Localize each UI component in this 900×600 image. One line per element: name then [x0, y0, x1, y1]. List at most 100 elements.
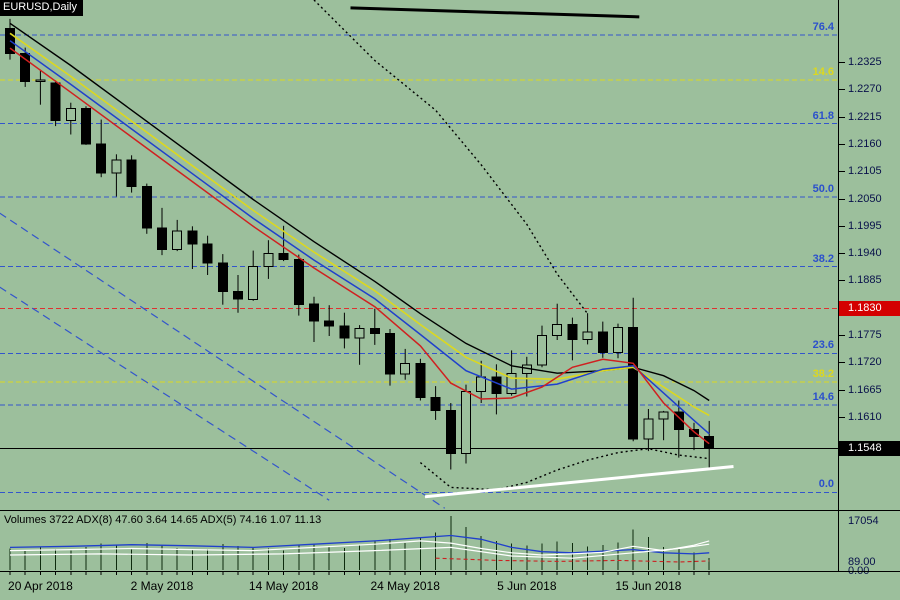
candle-body: [65, 108, 76, 122]
candle-body: [96, 143, 107, 174]
candle-body: [461, 391, 471, 455]
candle-body: [445, 409, 456, 455]
indicator-values-label: Volumes 3722 ADX(8) 47.60 3.64 14.65 ADX…: [4, 514, 322, 526]
candle-body: [50, 82, 61, 122]
indicator-canvas[interactable]: [0, 511, 838, 571]
indicator-scale-label: 17054: [848, 515, 879, 527]
candle-body: [202, 243, 213, 264]
adx8-main-line: [9, 534, 710, 555]
candle-body: [293, 259, 304, 305]
symbol-timeframe-label: EURUSD,Daily: [0, 0, 83, 16]
price-axis[interactable]: 1.2325 1.2270 1.2215 1.2160 1.2105 1.2050 1.19…: [839, 0, 900, 600]
candle-body: [126, 159, 137, 188]
candle-body: [20, 53, 31, 82]
candle-body: [248, 266, 259, 300]
ma-fast-red: [9, 47, 710, 445]
price-axis-label: 1.2050: [839, 193, 882, 206]
candle-body: [613, 327, 623, 353]
price-tick: [839, 116, 845, 118]
time-axis[interactable]: 20 Apr 2018 2 May 2018 14 May 2018 24 May 2…: [0, 572, 900, 600]
candle-body: [491, 376, 502, 395]
price-axis-label: 1.1610: [839, 411, 882, 424]
candle-body: [430, 397, 441, 411]
candle-body: [506, 373, 517, 395]
candle-body: [415, 362, 426, 398]
candle-body: [628, 327, 639, 440]
price-axis-label: 1.2270: [839, 83, 882, 96]
adx5-main-line: [9, 543, 710, 559]
candle-body: [309, 303, 319, 322]
candle-body: [673, 411, 684, 430]
indicator-scale-label: 89.00: [848, 556, 876, 568]
price-axis-label: 1.1775: [839, 329, 882, 342]
ma-slow-black: [9, 22, 710, 402]
chart-indicator-separator: [0, 510, 900, 511]
price-tick: [839, 362, 845, 364]
ma-yellow: [9, 32, 710, 417]
candle-body: [597, 331, 608, 353]
price-axis-label: 1.2215: [839, 111, 882, 124]
price-axis-label: 1.1720: [839, 356, 882, 369]
descending-channel-line-upper[interactable]: [0, 212, 446, 509]
date-label: 2 May 2018: [130, 579, 194, 593]
price-axis-label: 1.2325: [839, 56, 882, 69]
candle-body: [263, 253, 274, 268]
candlestick-chart-canvas[interactable]: [0, 0, 838, 510]
candle-body: [278, 253, 289, 261]
price-axis-label: 1.1665: [839, 384, 882, 397]
price-flag-1.1830: 1.1830: [839, 300, 900, 316]
price-flag-1.1548: 1.1548: [839, 440, 900, 456]
indicator-axis-separator: [0, 571, 900, 572]
candle-body: [354, 328, 365, 339]
top-resistance-trendline[interactable]: [350, 6, 640, 19]
candle-body: [157, 227, 167, 251]
price-tick: [839, 89, 845, 91]
indicator-pane[interactable]: Volumes 3722 ADX(8) 47.60 3.64 14.65 ADX…: [0, 511, 838, 571]
price-axis-separator: [838, 0, 839, 572]
time-ticks: [9, 572, 710, 575]
candle-body: [400, 362, 411, 375]
price-tick: [839, 280, 845, 282]
candle-body: [172, 230, 183, 251]
price-axis-label: 1.1940: [839, 247, 882, 260]
white-support-trendline[interactable]: [424, 465, 734, 499]
adx-minus-di-line: [435, 557, 710, 563]
candle-body: [339, 325, 350, 339]
candle-body: [187, 230, 198, 245]
price-axis-label: 1.1885: [839, 274, 882, 287]
candle-body: [369, 328, 380, 335]
price-tick: [839, 171, 845, 173]
price-axis-label: 1.2105: [839, 165, 882, 178]
main-price-chart[interactable]: EURUSD,Daily 76.4 14.6 61.8 50.0 38.2 23.6 38.…: [0, 0, 838, 510]
candle-body: [324, 320, 335, 327]
candle-body: [233, 290, 243, 300]
price-tick: [839, 143, 845, 145]
candle-body: [111, 159, 122, 174]
price-tick: [839, 389, 845, 391]
date-label: 14 May 2018: [248, 579, 319, 593]
price-tick: [839, 253, 845, 255]
candle-body: [476, 376, 487, 393]
candle-body: [643, 418, 654, 440]
descending-channel-line-lower[interactable]: [0, 286, 330, 501]
ma-blue: [9, 40, 710, 435]
candle-body: [35, 79, 46, 82]
lower-envelope-dotted: [419, 447, 710, 491]
candle-body: [658, 411, 669, 420]
price-tick: [839, 334, 845, 336]
price-axis-label: 1.1995: [839, 220, 882, 233]
candle-body: [217, 262, 228, 292]
candle-body: [537, 335, 547, 366]
candle-body: [385, 333, 395, 375]
candle-body: [582, 331, 593, 340]
date-label: 5 Jun 2018: [497, 579, 557, 593]
date-label: 20 Apr 2018: [8, 579, 73, 593]
adx8-di-line: [9, 540, 710, 556]
candle-body: [552, 324, 563, 337]
date-label: 15 Jun 2018: [615, 579, 682, 593]
price-axis-label: 1.2160: [839, 138, 882, 151]
date-label: 24 May 2018: [370, 579, 440, 593]
price-tick: [839, 198, 845, 200]
price-tick: [839, 225, 845, 227]
